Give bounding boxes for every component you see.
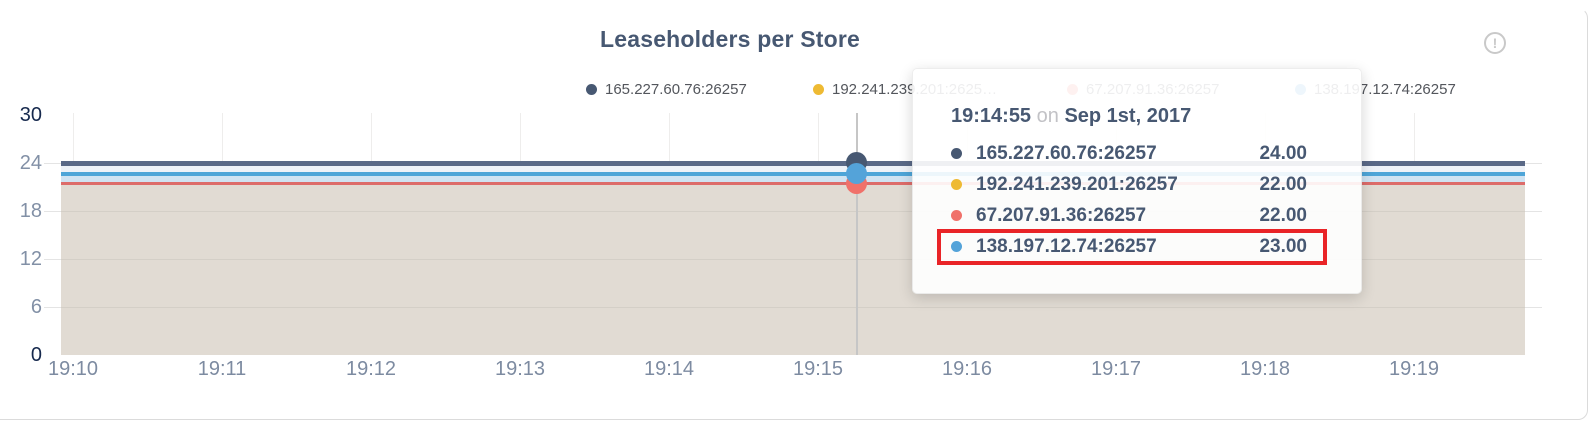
series-line-blue <box>61 172 1525 176</box>
legend-item[interactable]: 165.227.60.76:26257 <box>586 80 747 98</box>
tooltip-series-name: 192.241.239.201:26257 <box>976 173 1178 195</box>
tooltip-row: 165.227.60.76:26257 24.00 <box>951 138 1307 169</box>
tooltip-series-value: 22.00 <box>1259 173 1307 195</box>
chart-title: Leaseholders per Store <box>599 26 861 52</box>
x-axis-label: 19:12 <box>345 358 397 380</box>
tooltip-series-name: 138.197.12.74:26257 <box>976 235 1157 257</box>
x-axis-label: 19:19 <box>1388 358 1440 380</box>
legend-dot-icon <box>586 83 597 95</box>
y-axis-label: 6 <box>30 296 42 318</box>
tooltip-time: 19:14:55 <box>951 105 1032 127</box>
y-gridline <box>61 211 1525 212</box>
y-tick-right <box>1525 211 1542 212</box>
x-axis-label: 19:10 <box>47 358 99 380</box>
y-gridline <box>61 307 1525 308</box>
y-tick-right <box>1525 307 1542 308</box>
series-line-navy <box>61 161 1525 166</box>
tooltip-header: 19:14:55 on Sep 1st, 2017 <box>951 105 1307 128</box>
y-axis-label: 24 <box>19 152 42 174</box>
tooltip-series-dot-icon <box>951 241 962 252</box>
tooltip-series-dot-icon <box>951 210 962 221</box>
tooltip-series-name: 165.227.60.76:26257 <box>976 142 1157 164</box>
y-tick-right <box>1525 163 1542 164</box>
area-fill-navy-band <box>61 166 1525 172</box>
tooltip-on-word: on <box>1036 105 1059 127</box>
tooltip-series-name: 67.207.91.36:26257 <box>976 204 1147 226</box>
area-fill-blue-band <box>61 176 1525 182</box>
y-tick-left <box>44 307 61 308</box>
tooltip-date: Sep 1st, 2017 <box>1064 105 1192 127</box>
tooltip-row: 67.207.91.36:26257 22.00 <box>951 200 1307 231</box>
x-axis-label: 19:17 <box>1090 358 1142 380</box>
x-axis-label: 19:15 <box>792 358 844 380</box>
y-tick-right <box>1525 259 1542 260</box>
hover-tooltip: 19:14:55 on Sep 1st, 2017 165.227.60.76:… <box>912 68 1362 294</box>
y-gridline <box>61 259 1525 260</box>
y-tick-left <box>44 259 61 260</box>
x-axis-label: 19:11 <box>197 358 247 380</box>
tooltip-series-dot-icon <box>951 148 962 159</box>
y-tick-left <box>44 211 61 212</box>
x-axis-label: 19:16 <box>941 358 993 380</box>
y-axis-label: 0 <box>30 344 42 366</box>
legend-dot-icon <box>813 83 824 95</box>
tooltip-series-value: 24.00 <box>1259 142 1307 164</box>
y-axis-label: 30 <box>19 104 42 126</box>
y-tick-left <box>44 163 61 164</box>
tooltip-series-value: 22.00 <box>1259 204 1307 226</box>
hover-point-blue <box>846 163 867 184</box>
info-icon[interactable]: ! <box>1484 32 1506 54</box>
tooltip-series-dot-icon <box>951 179 962 190</box>
series-line-red <box>61 182 1525 185</box>
legend-label: 165.227.60.76:26257 <box>605 80 747 98</box>
tooltip-row: 138.197.12.74:26257 23.00 <box>937 229 1327 265</box>
y-axis-label: 18 <box>19 200 42 222</box>
x-axis-label: 19:18 <box>1239 358 1291 380</box>
tooltip-series-value: 23.00 <box>1259 235 1307 257</box>
tooltip-row: 192.241.239.201:26257 22.00 <box>951 169 1307 200</box>
hover-guideline <box>856 113 858 355</box>
x-axis-label: 19:14 <box>643 358 695 380</box>
y-axis-label: 12 <box>19 248 42 270</box>
tooltip-rows: 165.227.60.76:26257 24.00 192.241.239.201:… <box>937 138 1327 265</box>
x-axis-label: 19:13 <box>494 358 546 380</box>
